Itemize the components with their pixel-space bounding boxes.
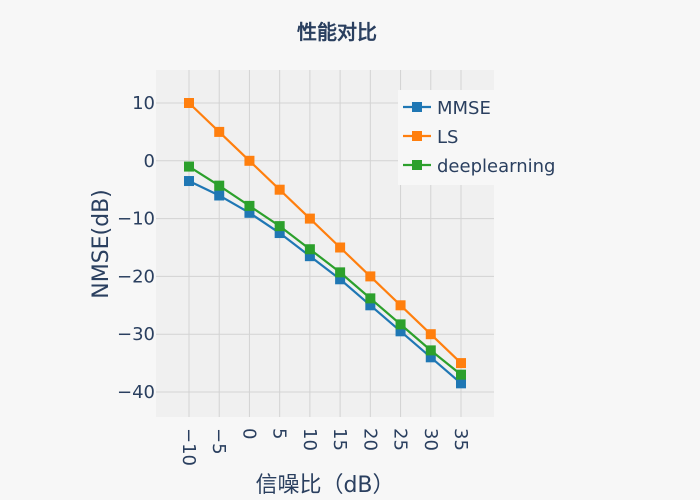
data-point: [456, 358, 466, 369]
data-point: [274, 184, 285, 195]
data-point: [365, 271, 376, 282]
data-point: [304, 251, 315, 262]
y-tick-label: 0: [144, 151, 155, 172]
x-tick-label: 0: [238, 428, 259, 439]
data-point: [214, 126, 225, 137]
data-point: [304, 244, 315, 255]
data-point: [425, 345, 436, 356]
data-point: [274, 228, 285, 239]
x-tick-label: −10: [178, 428, 199, 466]
data-point: [184, 161, 194, 172]
legend-marker: [412, 160, 422, 170]
series-line: [188, 102, 462, 364]
data-point: [335, 274, 346, 285]
x-tick-labels: −10 −5 0 5 10 15 20 25 30 35: [178, 428, 471, 466]
x-tick-label: −5: [208, 428, 229, 455]
x-tick-label: 10: [299, 428, 320, 451]
data-point: [335, 267, 346, 278]
legend-item-MMSE[interactable]: MMSE: [403, 98, 491, 119]
data-point: [425, 352, 436, 363]
x-tick-label: 5: [269, 428, 290, 439]
data-point: [304, 213, 315, 224]
legend-marker: [412, 102, 422, 112]
data-point: [365, 300, 376, 311]
y-axis-title: NMSE(dB): [89, 189, 114, 299]
y-tick-label: −20: [117, 266, 155, 287]
data-point: [395, 326, 406, 337]
x-tick-label: 30: [420, 428, 441, 451]
data-point: [456, 378, 466, 389]
chart-title: 性能对比: [297, 20, 377, 44]
data-point: [274, 221, 285, 232]
y-tick-label: −40: [117, 382, 155, 403]
data-point: [395, 300, 406, 311]
legend-box: [398, 90, 550, 185]
x-tick-label: 15: [329, 428, 350, 451]
series-LS: [184, 98, 466, 369]
series-deeplearning: [184, 161, 466, 380]
data-point: [184, 176, 194, 187]
series-line: [188, 165, 462, 376]
legend-label: LS: [437, 127, 458, 148]
x-axis-title: 信噪比（dB）: [255, 473, 394, 498]
legend-marker: [412, 131, 422, 141]
data-point: [244, 200, 255, 211]
series-MMSE: [184, 176, 466, 389]
data-point: [244, 155, 255, 166]
series-line: [188, 180, 462, 385]
y-tick-label: −10: [117, 209, 155, 230]
legend-item-deeplearning[interactable]: deeplearning: [403, 156, 555, 177]
legend-item-LS[interactable]: LS: [403, 127, 458, 148]
data-point: [456, 369, 466, 380]
x-tick-label: 35: [450, 428, 471, 451]
x-tick-label: 25: [390, 428, 411, 451]
y-tick-label: 10: [132, 93, 155, 114]
series-layer: [184, 98, 466, 389]
legend[interactable]: MMSE LS deeplearning: [403, 98, 555, 177]
data-point: [214, 190, 225, 201]
data-point: [184, 98, 194, 108]
data-point: [214, 180, 225, 191]
legend-label: deeplearning: [437, 156, 555, 177]
x-tick-label: 20: [359, 428, 380, 451]
data-point: [425, 329, 436, 340]
data-point: [335, 242, 346, 253]
data-point: [244, 207, 255, 218]
y-tick-labels: 10 0 −10 −20 −30 −40: [117, 93, 155, 403]
legend-label: MMSE: [437, 98, 491, 119]
y-tick-label: −30: [117, 324, 155, 345]
data-point: [395, 319, 406, 330]
data-point: [365, 293, 376, 304]
